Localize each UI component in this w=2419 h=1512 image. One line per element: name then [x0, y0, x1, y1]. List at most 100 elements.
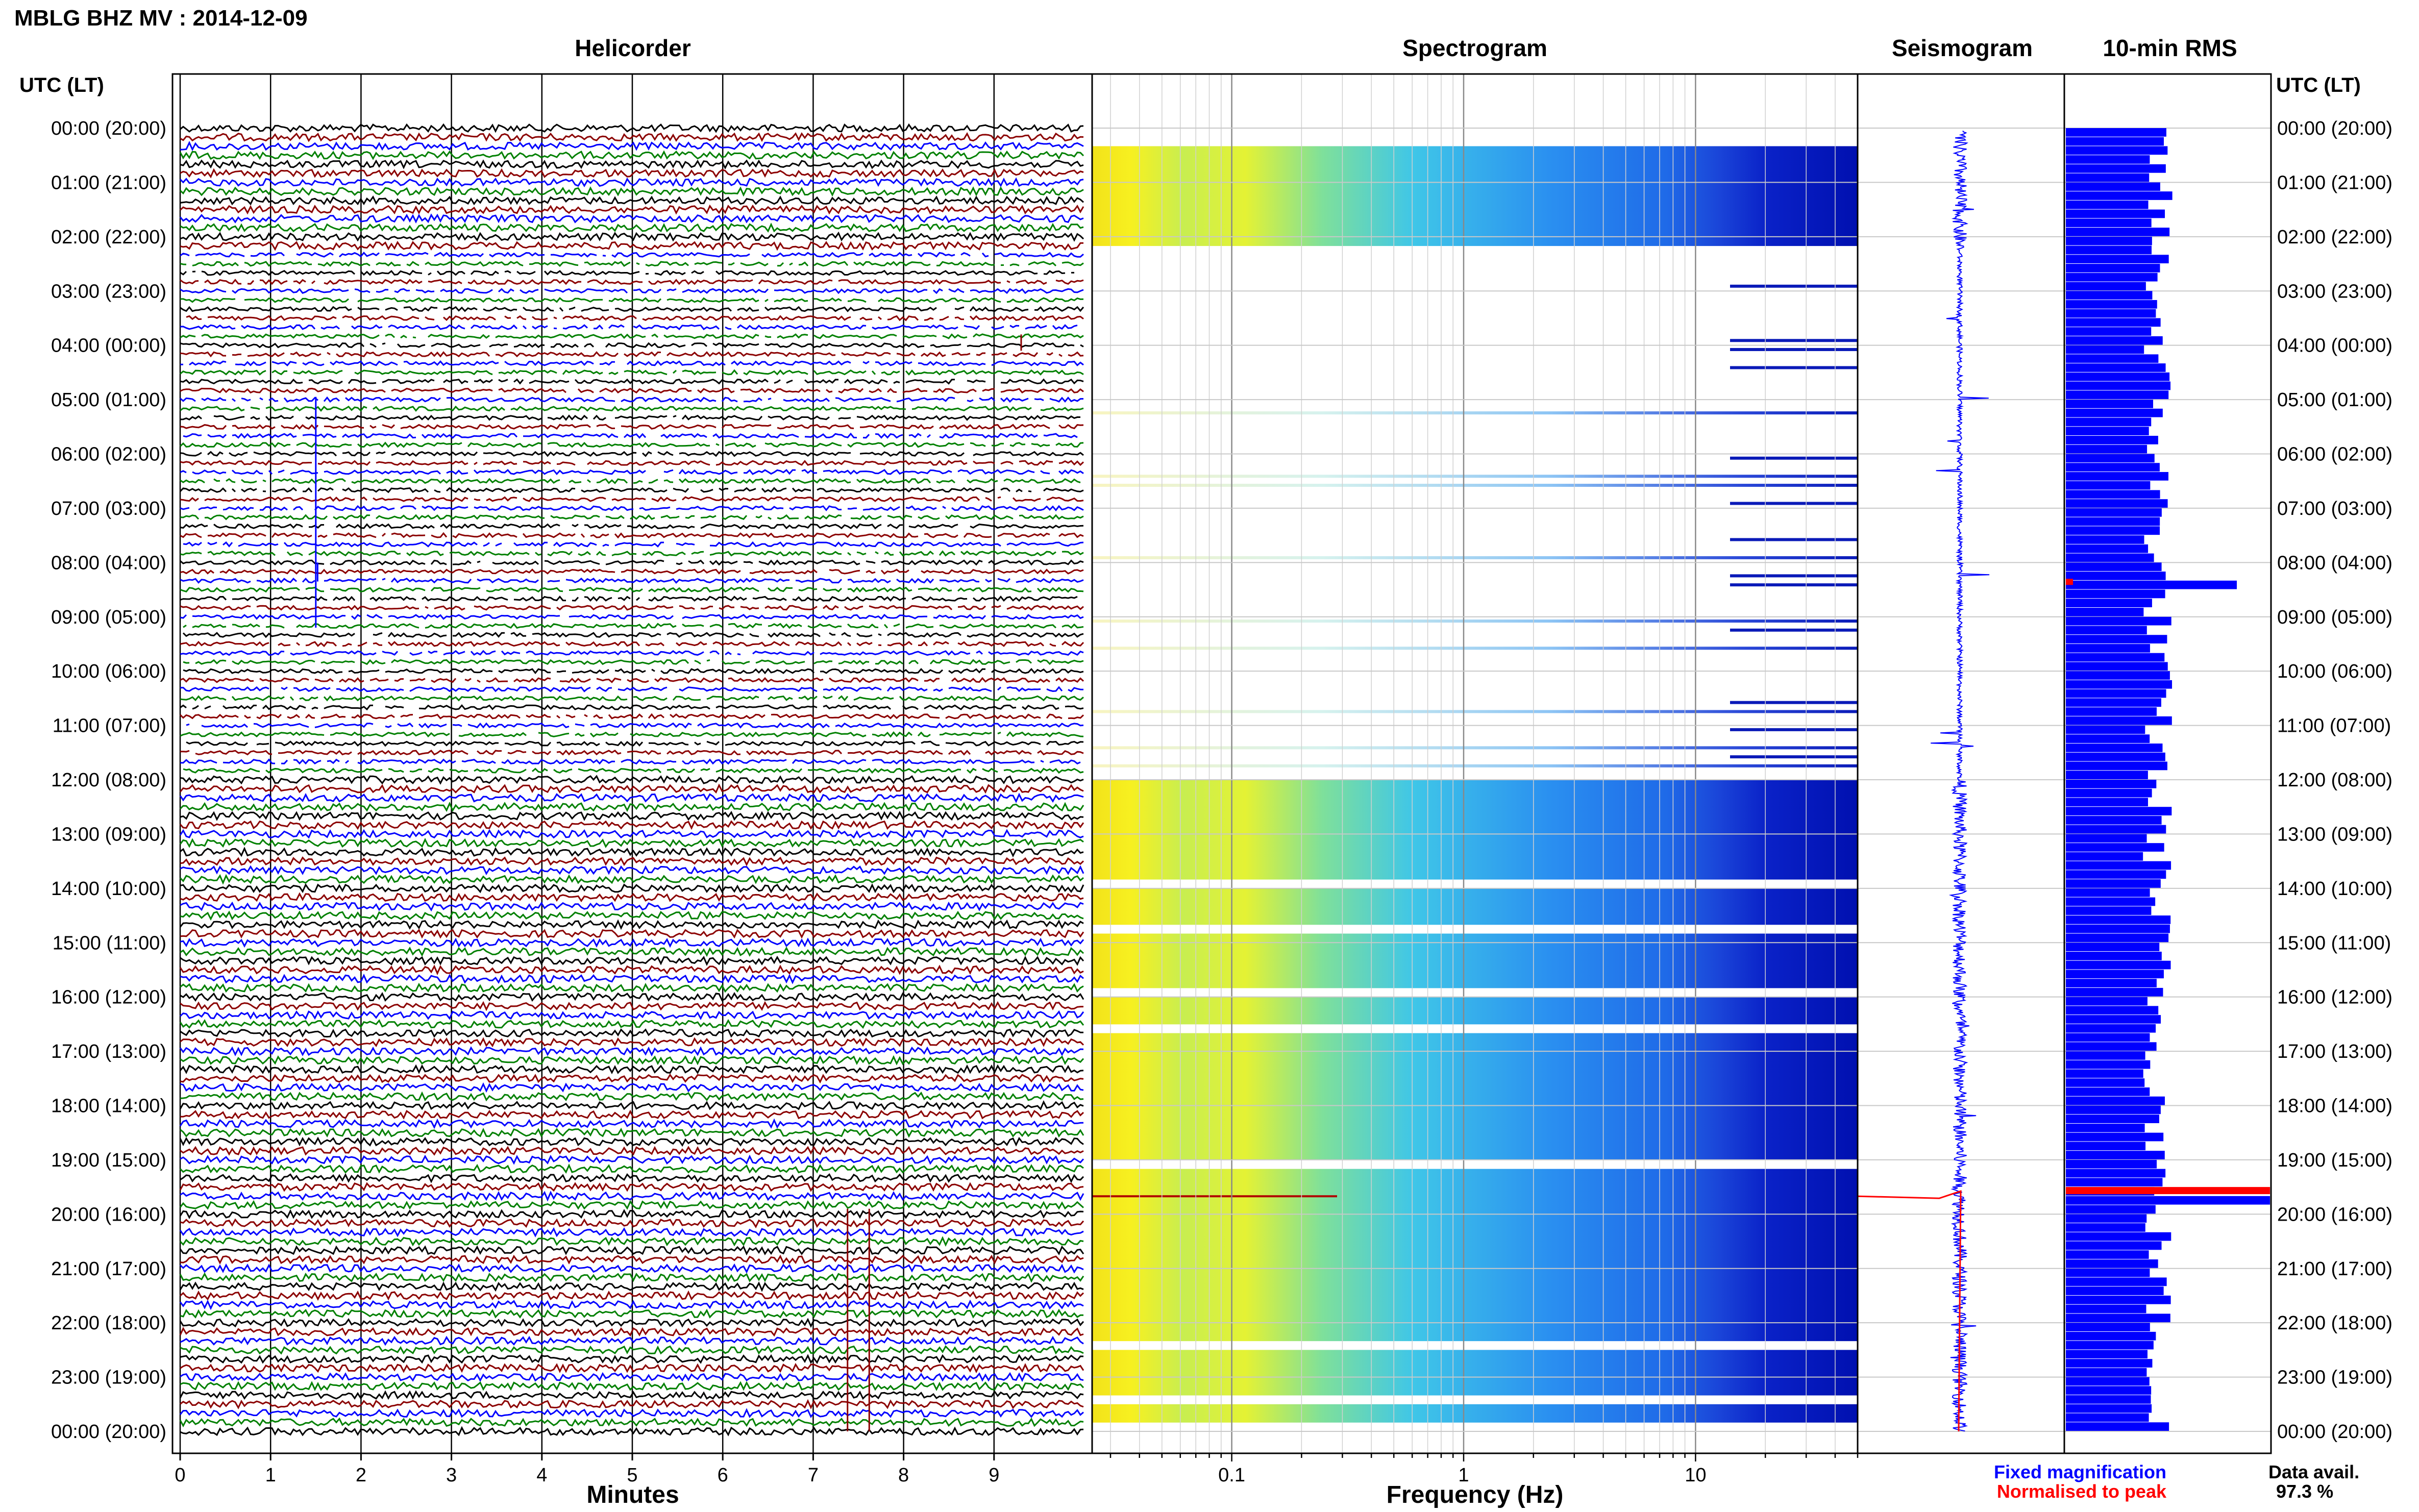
helicorder-trace-row: [180, 865, 1084, 876]
rms-bar: [2066, 798, 2148, 807]
helicorder-trace-row: [180, 1055, 1084, 1065]
helicorder-trace-row: [180, 1001, 1084, 1011]
rms-bar: [2066, 1214, 2147, 1223]
helicorder-trace-row: [180, 1372, 1084, 1382]
rms-bar: [2066, 734, 2150, 743]
helicorder-trace-row: [180, 496, 1084, 502]
rms-bar: [2066, 472, 2168, 481]
helicorder-trace-row: [186, 722, 1084, 729]
helicorder-trace-row: [180, 1173, 1084, 1183]
helicorder-trace-row: [180, 577, 1084, 584]
helicorder-trace-row: [180, 424, 1084, 430]
spectrogram-row: [1092, 807, 1858, 816]
spectrogram-row: [1092, 746, 1858, 750]
helicorder-trace-row: [183, 623, 1084, 629]
rms-bar: [2066, 454, 2155, 463]
helicorder-trace-row: [180, 132, 1084, 142]
helicorder-trace-row: [179, 1182, 1084, 1192]
rms-bar: [2066, 707, 2157, 716]
time-label: 15:00 (11:00): [2277, 932, 2391, 954]
spectrogram-grid: [1092, 74, 1858, 1453]
helicorder-trace-row: [179, 1010, 1084, 1021]
spectrogram-xlabel: Frequency (Hz): [1387, 1481, 1564, 1508]
helicorder-trace-row: [180, 1146, 1084, 1156]
time-label: 16:00 (12:00): [2277, 987, 2392, 1008]
time-label: 00:00 (20:00): [51, 118, 166, 139]
helicorder-trace-row: [179, 1272, 1084, 1283]
rms-bar: [2066, 653, 2165, 662]
rms-bar: [2066, 616, 2171, 626]
rms-bar: [2066, 300, 2157, 309]
rms-bar: [2066, 535, 2144, 544]
rms-bar: [2066, 228, 2170, 236]
spectrogram-row: [1730, 502, 1858, 505]
time-label: 19:00 (15:00): [2277, 1150, 2392, 1171]
rms-bar: [2066, 372, 2170, 381]
time-label: 21:00 (17:00): [2277, 1258, 2392, 1280]
spectrogram-row: [1092, 1359, 1858, 1369]
helicorder-trace-row: [179, 150, 1084, 160]
time-label: 01:00 (21:00): [2277, 172, 2392, 193]
spectrogram-row: [1092, 710, 1858, 713]
spectrogram-row: [1092, 897, 1858, 907]
helicorder-trace-row: [179, 1290, 1084, 1301]
rms-bar: [2066, 1114, 2159, 1123]
spectrogram-row: [1092, 1268, 1858, 1278]
helicorder-trace-row: [180, 686, 1084, 692]
helicorder-trace-row: [180, 306, 1084, 312]
time-label: 12:00 (08:00): [51, 770, 166, 791]
rms-bar: [2066, 599, 2152, 608]
spectrogram-row: [1092, 1413, 1858, 1423]
helicorder-trace-row: [180, 460, 1084, 466]
helicorder-trace-row: [179, 1118, 1084, 1129]
helicorder-trace-row: [179, 1136, 1084, 1147]
spectrogram-row: [1092, 1277, 1858, 1287]
rms-bar: [2066, 164, 2166, 173]
rms-bar: [2066, 725, 2145, 734]
helicorder-trace-row: [180, 387, 1084, 394]
helicorder-trace-row: [180, 261, 1084, 267]
rms-bar: [2066, 960, 2171, 970]
helicorder-trace-row: [186, 740, 1084, 747]
time-label: 16:00 (12:00): [51, 987, 166, 1008]
rms-bar: [2066, 137, 2164, 146]
rms-bar: [2066, 572, 2166, 580]
rms-bar: [2066, 752, 2165, 761]
spectrogram-row: [1092, 951, 1858, 961]
helicorder-trace-row: [180, 1362, 1084, 1374]
spectrogram-row: [1730, 755, 1858, 759]
rms-bar: [2066, 390, 2169, 400]
rms-bar: [2066, 408, 2163, 417]
spectrogram-row: [1092, 1087, 1858, 1097]
x-tick-label: 7: [808, 1465, 819, 1486]
rms-bar: [2066, 354, 2159, 363]
rms-bar: [2066, 128, 2166, 137]
time-labels-left: 00:00 (20:00) 01:00 (21:00) 02:00 (22:00) 0…: [51, 118, 166, 1443]
rms-bar: [2066, 544, 2149, 553]
helicorder-trace-row: [180, 1109, 1084, 1120]
time-label: 00:00 (20:00): [51, 1421, 166, 1443]
time-label: 06:00 (02:00): [2277, 444, 2392, 465]
spectrogram-row: [1092, 1015, 1858, 1025]
spectrogram-row: [1730, 284, 1858, 288]
spectrogram-row: [1092, 1205, 1858, 1214]
helicorder-trace-row: [180, 605, 1084, 611]
x-tick-label: 1: [1458, 1465, 1469, 1486]
rms-bar: [2066, 272, 2158, 282]
rms-bar: [2066, 671, 2170, 680]
helicorder-trace-row: [180, 1073, 1084, 1084]
helicorder-trace-row: [180, 677, 1084, 683]
spectrogram-row: [1092, 236, 1858, 246]
spectrogram-row: [1092, 1331, 1858, 1342]
rms-bar: [2066, 608, 2144, 616]
helicorder-trace-row: [179, 1299, 1084, 1310]
rms-bar: [2066, 508, 2162, 517]
helicorder-trace-row: [180, 847, 1084, 858]
helicorder-trace-row: [180, 946, 1084, 957]
rms-bar: [2066, 870, 2166, 879]
spectrogram-row: [1092, 1123, 1858, 1133]
spectrogram-row: [1092, 970, 1858, 979]
spectrogram-row: [1092, 1286, 1858, 1296]
spectrogram-row: [1092, 484, 1858, 487]
